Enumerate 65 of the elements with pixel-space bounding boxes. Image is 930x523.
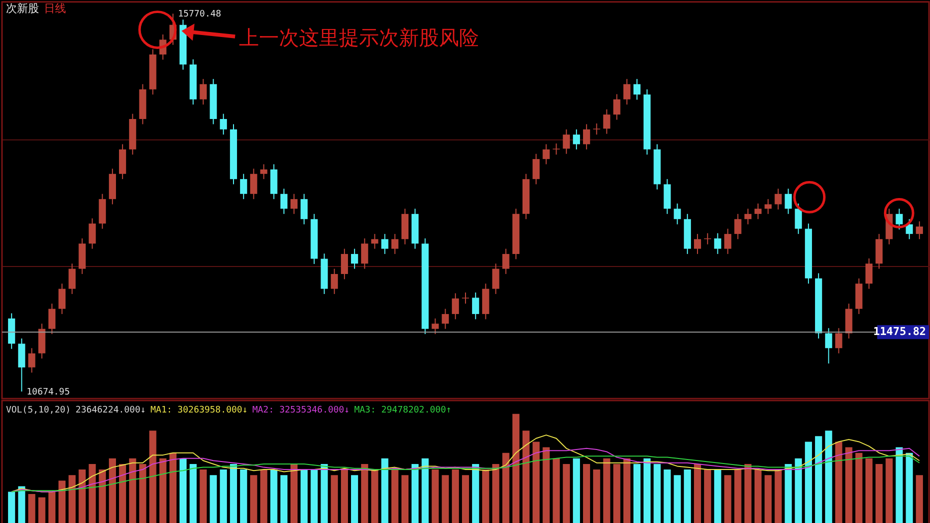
candlestick [28, 348, 36, 374]
candlestick [784, 188, 792, 214]
candlestick [906, 218, 913, 240]
candlestick [300, 193, 308, 225]
candlestick [542, 144, 550, 165]
candlestick [250, 168, 258, 200]
candlestick [593, 122, 600, 136]
candlestick [200, 78, 207, 106]
candlestick [442, 308, 449, 330]
candlestick [552, 142, 560, 156]
candlestick [825, 328, 832, 364]
candlestick [572, 128, 580, 150]
annotation: VOL(5,10,20) [6, 406, 71, 416]
candlestick [754, 203, 762, 220]
candlestick [674, 203, 681, 225]
candlestick [835, 328, 842, 354]
candlestick [68, 263, 76, 295]
candlestick [613, 94, 620, 120]
candlestick [240, 173, 248, 200]
candlestick [351, 248, 358, 270]
candlestick [48, 303, 56, 335]
annotation: 10674.95 [26, 388, 70, 398]
candlestick [502, 248, 510, 274]
candlestick [432, 318, 439, 335]
candlestick [280, 188, 288, 214]
candlestick [88, 218, 96, 250]
candlestick [896, 208, 903, 230]
candlestick [633, 78, 641, 100]
text: MA2: 32535346.000↓ [252, 406, 350, 416]
candlestick [623, 78, 630, 106]
candlestick [452, 292, 459, 320]
candlestick [462, 292, 470, 304]
candlestick [220, 113, 227, 136]
candlestick [381, 233, 388, 254]
candlestick [371, 233, 378, 250]
candlestick [340, 248, 348, 280]
candlestick [744, 208, 752, 225]
candlestick [562, 128, 570, 154]
chart-title: 次新股 [6, 2, 39, 15]
text: MA3: 29478202.000↑ [354, 406, 452, 416]
candlestick [361, 238, 368, 270]
text: MA1: 30263958.000↓ [150, 406, 248, 416]
annotation: 上一次这里提示次新股风险 [239, 26, 480, 50]
candlestick [794, 203, 802, 234]
candlestick [603, 108, 610, 134]
candlestick [583, 124, 590, 150]
candlestick [391, 233, 398, 254]
candlestick [18, 338, 26, 392]
candlestick [865, 258, 873, 290]
candlestick [774, 188, 782, 210]
candlestick [58, 283, 66, 315]
candlestick [532, 153, 540, 185]
candlestick [260, 164, 268, 180]
candlestick [472, 292, 480, 320]
chart-subtitle: 日线 [44, 2, 66, 15]
candlestick [492, 263, 500, 295]
candlestick [290, 193, 298, 214]
candlestick [694, 233, 702, 254]
annotation: 23646224.000↓ [76, 406, 146, 416]
candlestick [734, 213, 742, 240]
candlestick [916, 220, 923, 240]
candlestick [330, 268, 338, 295]
annotation: 15770.48 [178, 10, 222, 20]
candlestick [714, 232, 722, 254]
candlestick [724, 228, 732, 254]
